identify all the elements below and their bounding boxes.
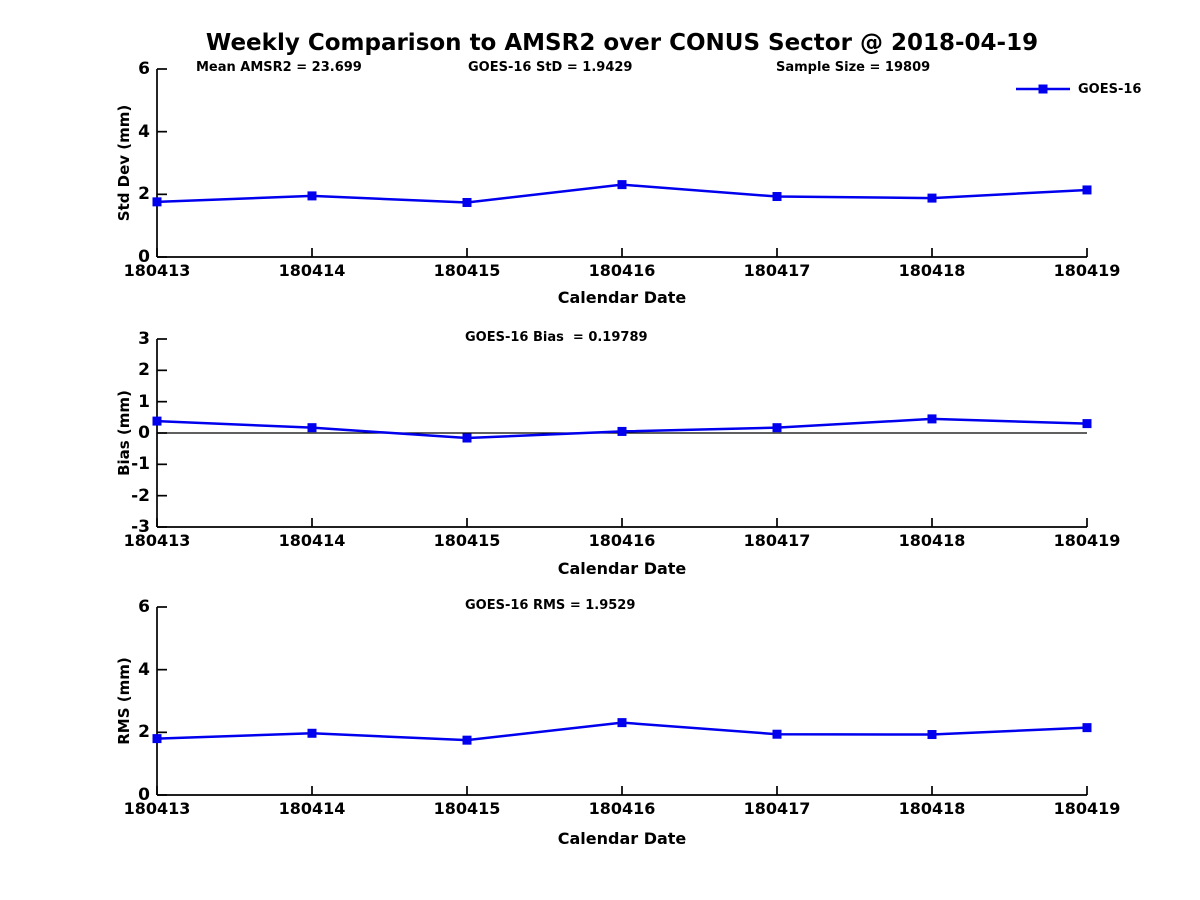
bias-vs-date-y-tick-label: 2 [138, 360, 150, 381]
bias-vs-date-y-tick-label: 1 [138, 391, 150, 412]
bias-vs-date-x-tick-label: 180413 [123, 531, 191, 550]
std-dev-vs-date-data-marker [307, 191, 317, 201]
std-dev-vs-date-data-marker [617, 180, 627, 190]
std-dev-vs-date-y-tick-label: 2 [138, 184, 150, 205]
rms-vs-date-y-tick-label: 2 [138, 722, 150, 743]
std-dev-vs-date-x-tick-label: 180419 [1053, 261, 1121, 280]
std-dev-vs-date-data-marker [927, 193, 937, 203]
bias-vs-date-y-tick-label: -1 [131, 454, 150, 475]
rms-vs-date-x-tick-label: 180413 [123, 799, 191, 818]
bias-vs-date-data-marker [307, 423, 317, 433]
bias-vs-date-data-marker [927, 414, 937, 424]
std-dev-vs-date-x-tick-label: 180413 [123, 261, 191, 280]
rms-vs-date-y-tick-label: 4 [138, 659, 150, 680]
bias-vs-date-data-marker [617, 426, 627, 436]
bias-vs-date-x-tick-label: 180414 [278, 531, 346, 550]
std-dev-vs-date-x-tick-label: 180414 [278, 261, 346, 280]
rms-vs-date-data-marker [772, 729, 782, 739]
annotation-goes16-std: GOES-16 StD = 1.9429 [468, 60, 633, 75]
rms-vs-date-y-tick-label: 0 [138, 785, 150, 805]
rms-vs-date-data-marker [617, 718, 627, 728]
rms-vs-date-x-tick-label: 180419 [1053, 799, 1121, 818]
legend-label-goes16: GOES-16 [1078, 82, 1142, 97]
bias-vs-date-x-tick-label: 180415 [433, 531, 501, 550]
annotation-mean-amsr2: Mean AMSR2 = 23.699 [196, 60, 362, 75]
std-dev-vs-date-x-tick-label: 180418 [898, 261, 966, 280]
bias-vs-date-data-marker [1082, 419, 1092, 429]
std-dev-vs-date-y-tick-label: 4 [138, 121, 150, 142]
std-dev-vs-date-data-marker [462, 197, 472, 207]
rms-vs-date-y-tick-label: 6 [138, 597, 150, 617]
rms-vs-date-data-marker [152, 734, 162, 744]
annotation-goes16-rms: GOES-16 RMS = 1.9529 [465, 598, 636, 613]
bias-vs-date-y-tick-label: 3 [138, 329, 150, 349]
bias-vs-date-x-tick-label: 180418 [898, 531, 966, 550]
std-dev-vs-date-x-tick-label: 180417 [743, 261, 811, 280]
rms-vs-date-data-marker [307, 728, 317, 738]
bias-vs-date-data-marker [772, 423, 782, 433]
bias-vs-date-y-tick-label: -3 [131, 517, 150, 537]
x-axis-label-top: Calendar Date [557, 288, 687, 307]
bias-vs-date-y-tick-label: -2 [131, 485, 150, 506]
rms-vs-date-data-marker [462, 735, 472, 745]
x-axis-label-bottom: Calendar Date [557, 829, 687, 848]
rms-vs-date-x-tick-label: 180417 [743, 799, 811, 818]
bias-vs-date-y-tick-label: 0 [138, 423, 150, 443]
rms-vs-date-data-marker [927, 730, 937, 740]
x-axis-label-middle: Calendar Date [557, 559, 687, 578]
figure-title: Weekly Comparison to AMSR2 over CONUS Se… [205, 30, 1039, 56]
std-dev-vs-date-x-tick-label: 180415 [433, 261, 501, 280]
std-dev-vs-date-data-marker [772, 192, 782, 202]
rms-vs-date-x-tick-label: 180414 [278, 799, 346, 818]
std-dev-vs-date-y-tick-label: 6 [138, 59, 150, 79]
bias-vs-date-x-tick-label: 180417 [743, 531, 811, 550]
std-dev-vs-date-data-marker [1082, 185, 1092, 195]
bias-vs-date-data-marker [152, 416, 162, 426]
std-dev-vs-date-data-marker [152, 197, 162, 207]
rms-vs-date-x-tick-label: 180418 [898, 799, 966, 818]
bias-vs-date-data-marker [462, 433, 472, 443]
legend-marker-sample [1038, 84, 1048, 94]
std-dev-vs-date-y-tick-label: 0 [138, 247, 150, 267]
rms-vs-date-data-marker [1082, 723, 1092, 733]
std-dev-vs-date-x-tick-label: 180416 [588, 261, 656, 280]
bias-vs-date-x-tick-label: 180419 [1053, 531, 1121, 550]
annotation-goes16-bias: GOES-16 Bias = 0.19789 [465, 330, 648, 345]
bias-vs-date-x-tick-label: 180416 [588, 531, 656, 550]
annotation-sample-size: Sample Size = 19809 [776, 60, 931, 75]
rms-vs-date-x-tick-label: 180416 [588, 799, 656, 818]
rms-vs-date-x-tick-label: 180415 [433, 799, 501, 818]
